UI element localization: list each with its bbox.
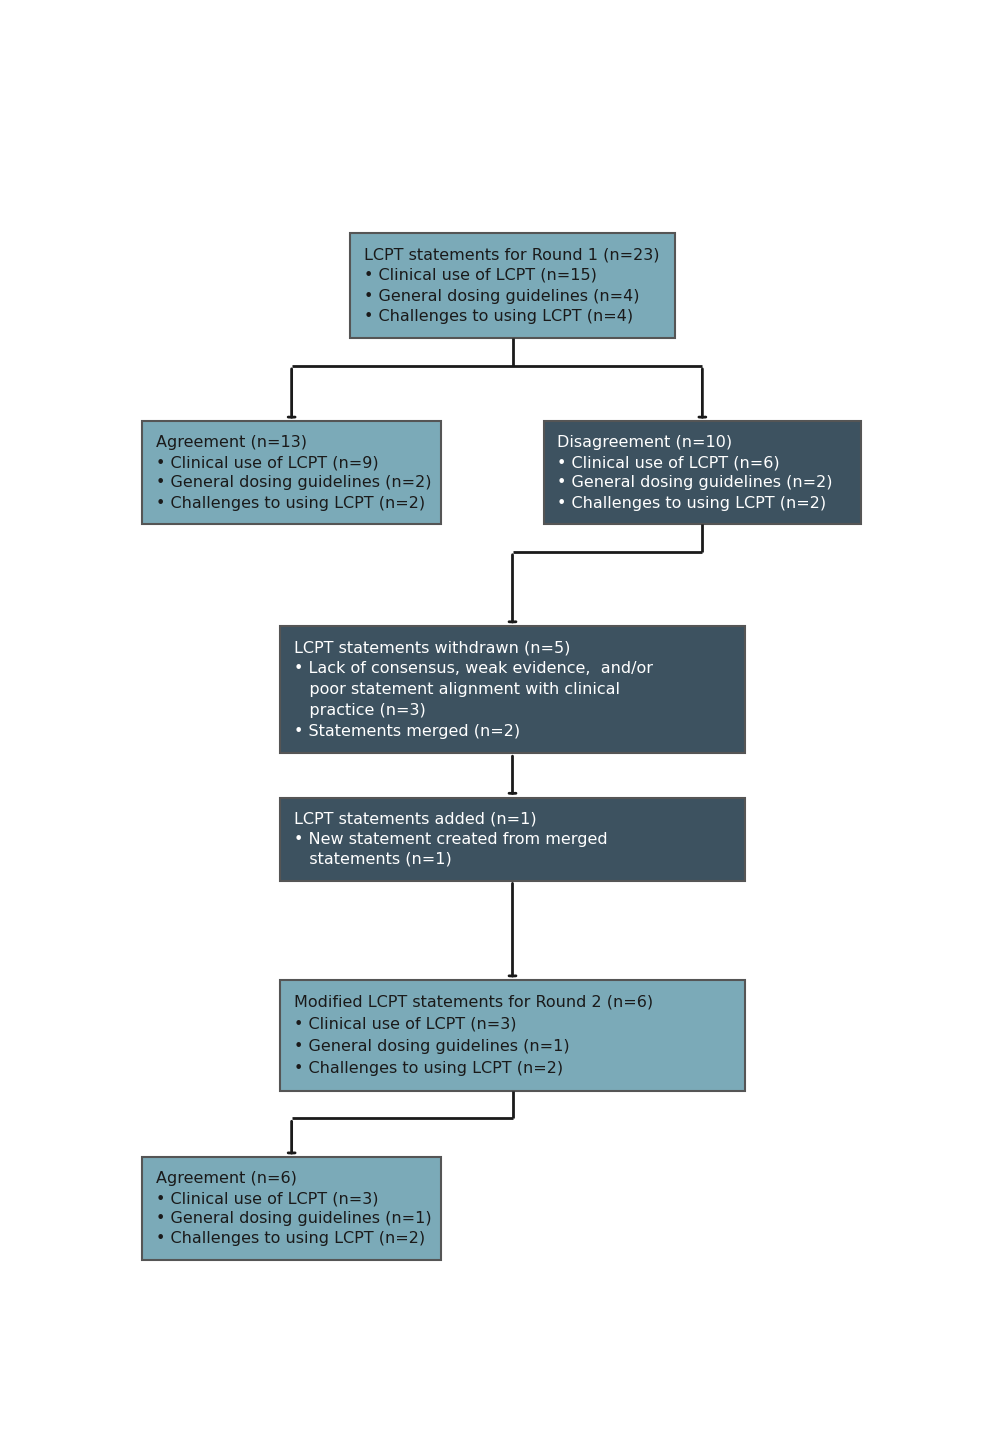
FancyBboxPatch shape <box>142 421 441 525</box>
Text: • General dosing guidelines (n=1): • General dosing guidelines (n=1) <box>294 1039 570 1055</box>
Text: • Statements merged (n=2): • Statements merged (n=2) <box>294 724 520 739</box>
FancyBboxPatch shape <box>280 627 745 753</box>
Text: • Challenges to using LCPT (n=2): • Challenges to using LCPT (n=2) <box>294 1061 563 1076</box>
Text: • Challenges to using LCPT (n=2): • Challenges to using LCPT (n=2) <box>156 1232 426 1246</box>
Text: LCPT statements for Round 1 (n=23): LCPT statements for Round 1 (n=23) <box>364 247 659 262</box>
Text: • General dosing guidelines (n=4): • General dosing guidelines (n=4) <box>364 289 639 303</box>
Text: • Clinical use of LCPT (n=9): • Clinical use of LCPT (n=9) <box>156 456 379 470</box>
Text: • General dosing guidelines (n=2): • General dosing guidelines (n=2) <box>156 476 432 490</box>
Text: • Clinical use of LCPT (n=3): • Clinical use of LCPT (n=3) <box>156 1191 379 1206</box>
FancyBboxPatch shape <box>142 1157 441 1260</box>
Text: practice (n=3): practice (n=3) <box>294 703 426 718</box>
Text: • New statement created from merged: • New statement created from merged <box>294 832 608 846</box>
FancyBboxPatch shape <box>350 233 675 339</box>
Text: LCPT statements added (n=1): LCPT statements added (n=1) <box>294 812 537 826</box>
Text: • General dosing guidelines (n=1): • General dosing guidelines (n=1) <box>156 1211 432 1226</box>
FancyBboxPatch shape <box>280 798 745 881</box>
Text: • Challenges to using LCPT (n=2): • Challenges to using LCPT (n=2) <box>156 496 426 510</box>
Text: poor statement alignment with clinical: poor statement alignment with clinical <box>294 683 620 697</box>
Text: • Clinical use of LCPT (n=3): • Clinical use of LCPT (n=3) <box>294 1017 516 1032</box>
FancyBboxPatch shape <box>544 421 861 525</box>
Text: • Clinical use of LCPT (n=15): • Clinical use of LCPT (n=15) <box>364 267 597 283</box>
Text: statements (n=1): statements (n=1) <box>294 852 452 867</box>
Text: • Lack of consensus, weak evidence,  and/or: • Lack of consensus, weak evidence, and/… <box>294 661 653 677</box>
Text: Disagreement (n=10): Disagreement (n=10) <box>557 435 733 450</box>
Text: Agreement (n=6): Agreement (n=6) <box>156 1171 297 1186</box>
Text: Modified LCPT statements for Round 2 (n=6): Modified LCPT statements for Round 2 (n=… <box>294 994 653 1010</box>
FancyBboxPatch shape <box>280 980 745 1091</box>
Text: • Challenges to using LCPT (n=2): • Challenges to using LCPT (n=2) <box>557 496 827 510</box>
Text: Agreement (n=13): Agreement (n=13) <box>156 435 307 450</box>
Text: LCPT statements withdrawn (n=5): LCPT statements withdrawn (n=5) <box>294 639 570 655</box>
Text: • Clinical use of LCPT (n=6): • Clinical use of LCPT (n=6) <box>557 456 780 470</box>
Text: • Challenges to using LCPT (n=4): • Challenges to using LCPT (n=4) <box>364 309 633 325</box>
Text: • General dosing guidelines (n=2): • General dosing guidelines (n=2) <box>557 476 833 490</box>
